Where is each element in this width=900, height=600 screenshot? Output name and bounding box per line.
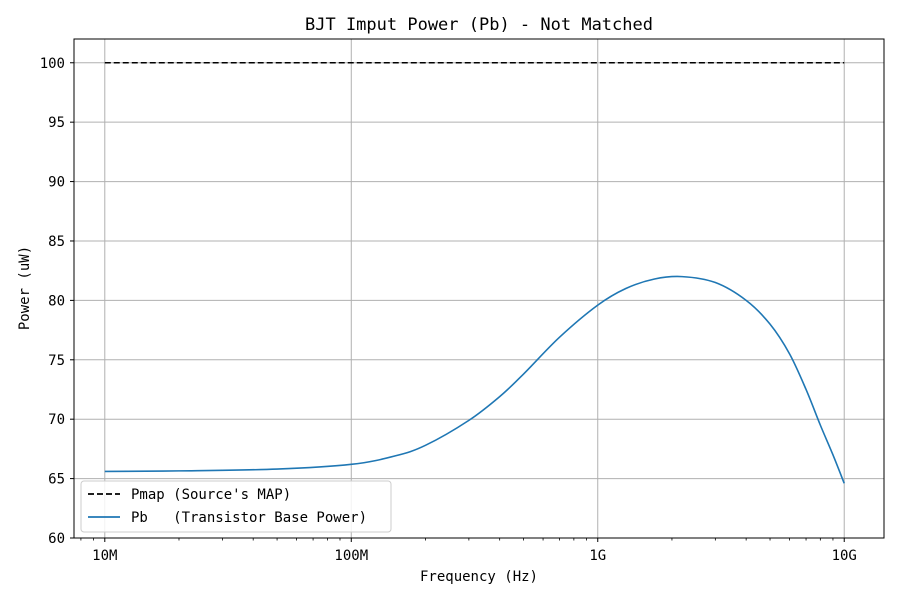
legend-label-2: Pb (Transistor Base Power)	[131, 510, 367, 526]
series-line-2	[104, 275, 845, 484]
y-tick-label: 75	[48, 353, 65, 369]
x-tick-label: 100M	[334, 548, 368, 564]
x-axis-ticks: 10M 100M 1G 10G	[80, 538, 857, 564]
x-tick-label: 1G	[589, 548, 606, 564]
chart-title: BJT Imput Power (Pb) - Not Matched	[305, 15, 653, 35]
y-axis-label: Power (uW)	[17, 246, 33, 330]
legend-label-1: Pmap (Source's MAP)	[131, 487, 291, 503]
x-tick-label: 10M	[92, 548, 117, 564]
y-axis-ticks: 60 65 70 75 80 85 90 95 100	[40, 56, 74, 547]
x-axis-label: Frequency (Hz)	[420, 569, 538, 585]
y-tick-label: 100	[40, 56, 65, 72]
x-tick-label: 10G	[832, 548, 857, 564]
series-layer	[104, 61, 845, 484]
y-tick-label: 95	[48, 115, 65, 131]
y-tick-label: 80	[48, 293, 65, 309]
y-tick-label: 85	[48, 234, 65, 250]
y-tick-label: 65	[48, 472, 65, 488]
legend: Pmap (Source's MAP) Pb (Transistor Base P…	[80, 480, 392, 533]
y-tick-label: 90	[48, 175, 65, 191]
y-tick-label: 60	[48, 531, 65, 547]
legend-box	[80, 480, 392, 533]
y-tick-label: 70	[48, 412, 65, 428]
grid	[74, 39, 884, 539]
plot-frame	[73, 38, 885, 539]
